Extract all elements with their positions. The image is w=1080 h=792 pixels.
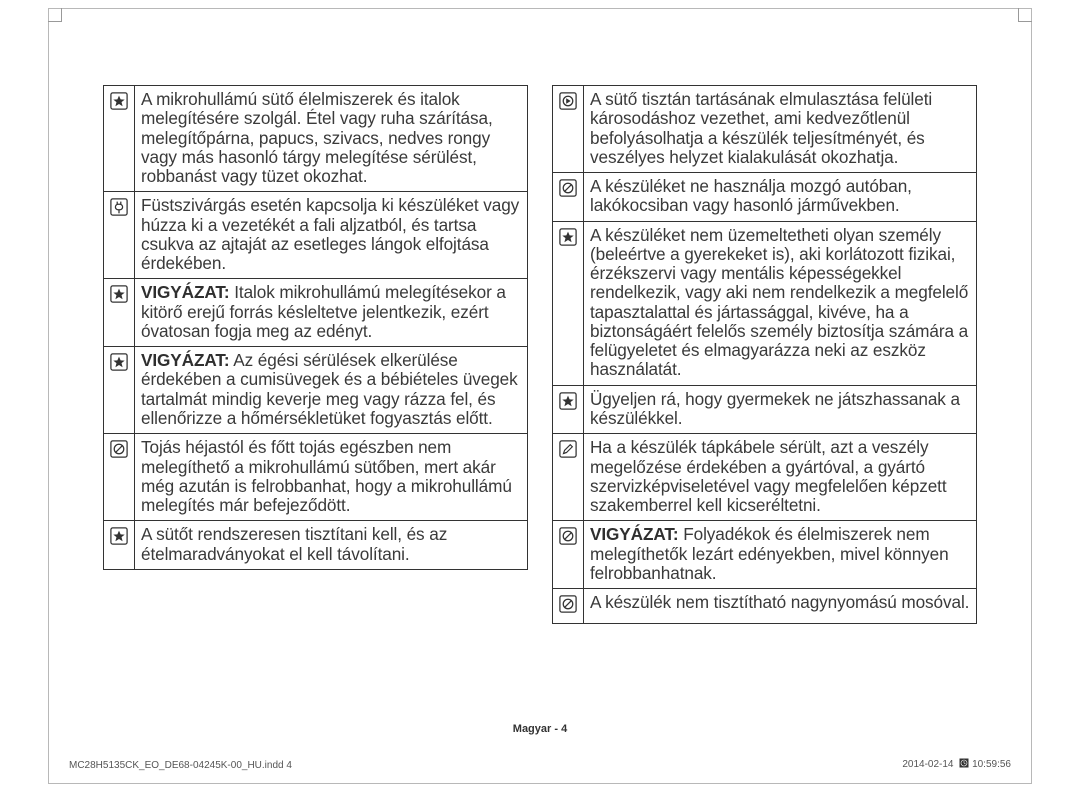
star-icon [104, 347, 135, 434]
star-icon [553, 221, 584, 385]
plug-icon [104, 192, 135, 279]
no-icon [104, 434, 135, 521]
instruction-text: A készüléket nem üzemeltetheti olyan sze… [584, 221, 977, 385]
right-table: A sütő tisztán tartásának elmulasztása f… [552, 85, 977, 624]
star-icon [104, 86, 135, 192]
table-row: A sütő tisztán tartásának elmulasztása f… [553, 86, 977, 173]
table-row: VIGYÁZAT: Az égési sérülések elkerülése … [104, 347, 528, 434]
pen-icon [553, 434, 584, 521]
left-table: A mikrohullámú sütő élelmiszerek és ital… [103, 85, 528, 570]
instruction-text: A készülék nem tisztítható nagynyomású m… [584, 589, 977, 624]
instruction-text: Ügyeljen rá, hogy gyermekek ne játszhass… [584, 385, 977, 434]
instruction-text: VIGYÁZAT: Italok mikrohullámú melegítése… [135, 279, 528, 347]
table-row: A készülék nem tisztítható nagynyomású m… [553, 589, 977, 624]
table-row: A mikrohullámú sütő élelmiszerek és ital… [104, 86, 528, 192]
no-icon [553, 521, 584, 589]
instruction-text: Tojás héjastól és főtt tojás egészben ne… [135, 434, 528, 521]
table-row: VIGYÁZAT: Folyadékok és élelmiszerek nem… [553, 521, 977, 589]
content-columns: A mikrohullámú sütő élelmiszerek és ital… [103, 85, 977, 624]
instruction-text: Füstszivárgás esetén kapcsolja ki készül… [135, 192, 528, 279]
instruction-text: A készüléket ne használja mozgó autóban,… [584, 173, 977, 222]
no-icon [553, 173, 584, 222]
instruction-text: VIGYÁZAT: Az égési sérülések elkerülése … [135, 347, 528, 434]
footer-date: 2014-02-14 [902, 759, 953, 770]
footer-time: 10:59:56 [972, 759, 1011, 770]
table-row: Ügyeljen rá, hogy gyermekek ne játszhass… [553, 385, 977, 434]
star-icon [553, 385, 584, 434]
page-footer-center: Magyar - 4 [49, 723, 1031, 735]
page-footer-right: 2014-02-14 10:59:56 [902, 758, 1011, 771]
crop-mark-tl [48, 8, 62, 22]
instruction-text: VIGYÁZAT: Folyadékok és élelmiszerek nem… [584, 521, 977, 589]
left-column: A mikrohullámú sütő élelmiszerek és ital… [103, 85, 528, 624]
instruction-text: A mikrohullámú sütő élelmiszerek és ital… [135, 86, 528, 192]
table-row: A készüléket nem üzemeltetheti olyan sze… [553, 221, 977, 385]
star-icon [104, 279, 135, 347]
table-row: VIGYÁZAT: Italok mikrohullámú melegítése… [104, 279, 528, 347]
instruction-text: Ha a készülék tápkábele sérült, azt a ve… [584, 434, 977, 521]
star-icon [104, 521, 135, 570]
table-row: Füstszivárgás esetén kapcsolja ki készül… [104, 192, 528, 279]
no-icon [553, 589, 584, 624]
manual-page: A mikrohullámú sütő élelmiszerek és ital… [48, 8, 1032, 784]
clock-icon [959, 758, 969, 771]
page-footer-left: MC28H5135CK_EO_DE68-04245K-00_HU.indd 4 [69, 760, 292, 771]
table-row: A készüléket ne használja mozgó autóban,… [553, 173, 977, 222]
instruction-text: A sütő tisztán tartásának elmulasztása f… [584, 86, 977, 173]
table-row: Tojás héjastól és főtt tojás egészben ne… [104, 434, 528, 521]
instruction-text: A sütőt rendszeresen tisztítani kell, és… [135, 521, 528, 570]
arrow-icon [553, 86, 584, 173]
crop-mark-tr [1018, 8, 1032, 22]
table-row: Ha a készülék tápkábele sérült, azt a ve… [553, 434, 977, 521]
right-column: A sütő tisztán tartásának elmulasztása f… [552, 85, 977, 624]
table-row: A sütőt rendszeresen tisztítani kell, és… [104, 521, 528, 570]
